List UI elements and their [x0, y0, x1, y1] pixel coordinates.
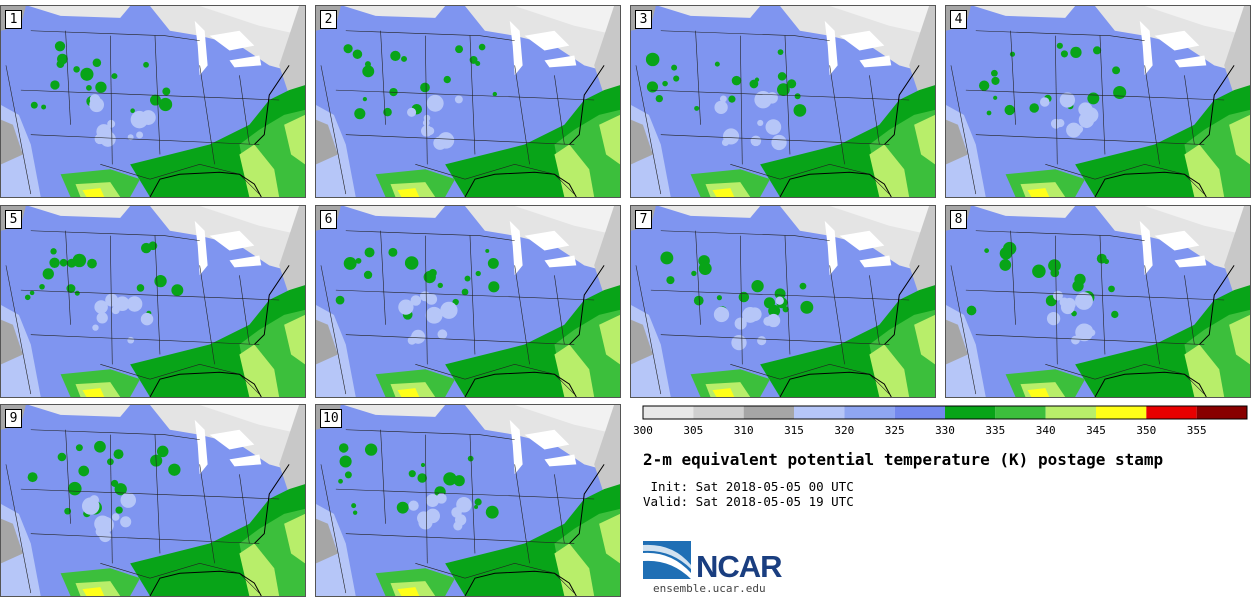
colorbar-segment: [693, 406, 744, 419]
colorbar-segment: [643, 406, 694, 419]
chart-title: 2-m equivalent potential temperature (K)…: [643, 450, 1164, 469]
panel-label: 4: [950, 10, 967, 29]
map-panel-10: 10: [315, 404, 621, 597]
panel-label: 5: [5, 210, 22, 229]
colorbar-tick-label: 300: [633, 424, 653, 437]
colorbar-tick-label: 330: [935, 424, 955, 437]
colorbar-frame: [642, 405, 1248, 420]
colorbar-tick-label: 340: [1036, 424, 1056, 437]
map-panel-9: 9: [0, 404, 306, 597]
valid-time: Valid: Sat 2018-05-05 19 UTC: [643, 494, 854, 509]
colorbar-tick-label: 305: [683, 424, 703, 437]
map-panel-6: 6: [315, 205, 621, 398]
panel-label: 10: [320, 409, 342, 428]
colorbar-tick-label: 355: [1187, 424, 1207, 437]
colorbar-tick-label: 350: [1136, 424, 1156, 437]
map-panel-3: 3: [630, 5, 936, 198]
map-panel-4: 4: [945, 5, 1251, 198]
colorbar-segment: [844, 406, 895, 419]
colorbar-segment: [1045, 406, 1096, 419]
colorbar-segment: [945, 406, 996, 419]
map-panel-5: 5: [0, 205, 306, 398]
ncar-logo: [643, 541, 691, 579]
panel-label: 9: [5, 409, 22, 428]
colorbar-tick-label: 335: [985, 424, 1005, 437]
init-time: Init: Sat 2018-05-05 00 UTC: [643, 479, 854, 494]
logo-text: NCAR: [696, 549, 783, 584]
panel-label: 7: [635, 210, 652, 229]
colorbar: 300 305 310 315 320 325 330 335 340 345 350 355: [633, 405, 1248, 437]
logo-url: ensemble.ucar.edu: [653, 582, 766, 595]
colorbar-tick-label: 345: [1086, 424, 1106, 437]
panel-label: 8: [950, 210, 967, 229]
colorbar-segment: [743, 406, 794, 419]
panel-label: 3: [635, 10, 652, 29]
colorbar-segment: [995, 406, 1046, 419]
map-panel-7: 7: [630, 205, 936, 398]
colorbar-segment: [1096, 406, 1147, 419]
colorbar-tick-label: 310: [734, 424, 754, 437]
colorbar-segment: [894, 406, 945, 419]
panel-label: 1: [5, 10, 22, 29]
panel-label: 6: [320, 210, 337, 229]
map-panel-2: 2: [315, 5, 621, 198]
colorbar-tick-label: 315: [784, 424, 804, 437]
colorbar-segment: [1196, 406, 1247, 419]
map-panel-8: 8: [945, 205, 1251, 398]
colorbar-segment: [794, 406, 845, 419]
colorbar-tick-label: 320: [834, 424, 854, 437]
map-panel-1: 1: [0, 5, 306, 198]
panel-label: 2: [320, 10, 337, 29]
colorbar-segment: [1146, 406, 1197, 419]
colorbar-tick-label: 325: [885, 424, 905, 437]
